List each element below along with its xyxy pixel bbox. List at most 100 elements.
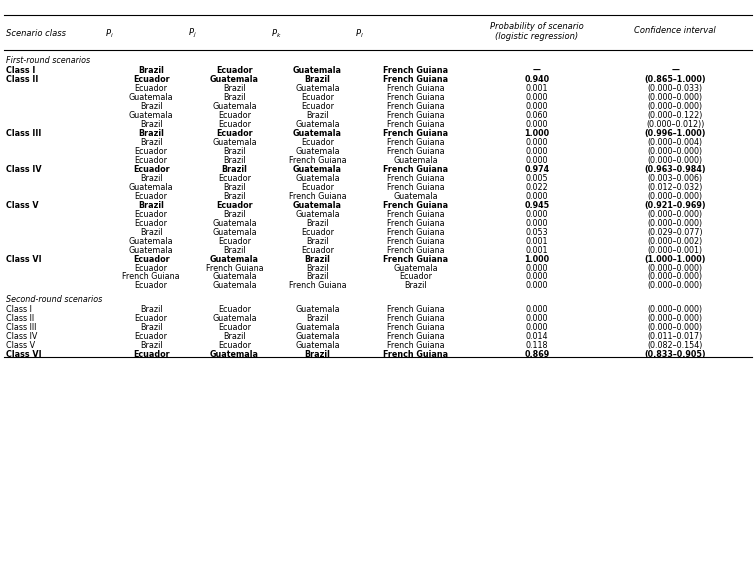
Text: French Guiana: French Guiana bbox=[387, 93, 445, 102]
Text: Ecuador: Ecuador bbox=[135, 192, 168, 201]
Text: (0.000–0.000): (0.000–0.000) bbox=[648, 210, 702, 219]
Text: Class II: Class II bbox=[6, 314, 34, 323]
Text: 0.060: 0.060 bbox=[525, 111, 548, 120]
Text: (0.996–1.000): (0.996–1.000) bbox=[644, 129, 706, 138]
Text: 0.000: 0.000 bbox=[525, 263, 548, 272]
Text: Guatemala: Guatemala bbox=[295, 84, 340, 93]
Text: 0.001: 0.001 bbox=[525, 246, 548, 255]
Text: Guatemala: Guatemala bbox=[293, 129, 342, 138]
Text: 1.000: 1.000 bbox=[524, 129, 550, 138]
Text: Brazil: Brazil bbox=[138, 129, 164, 138]
Text: French Guiana: French Guiana bbox=[383, 129, 448, 138]
Text: Brazil: Brazil bbox=[305, 350, 330, 359]
Text: Guatemala: Guatemala bbox=[212, 228, 257, 236]
Text: Brazil: Brazil bbox=[140, 138, 163, 147]
Text: French Guiana: French Guiana bbox=[387, 102, 445, 111]
Text: Brazil: Brazil bbox=[306, 272, 329, 282]
Text: 0.000: 0.000 bbox=[525, 147, 548, 156]
Text: French Guiana: French Guiana bbox=[387, 228, 445, 236]
Text: Brazil: Brazil bbox=[306, 111, 329, 120]
Text: Ecuador: Ecuador bbox=[216, 201, 253, 210]
Text: Ecuador: Ecuador bbox=[218, 236, 251, 246]
Text: 0.000: 0.000 bbox=[525, 156, 548, 165]
Text: (0.000–0.000): (0.000–0.000) bbox=[648, 305, 702, 314]
Text: Ecuador: Ecuador bbox=[135, 84, 168, 93]
Text: $P_l$: $P_l$ bbox=[355, 27, 364, 40]
Text: 0.001: 0.001 bbox=[525, 84, 548, 93]
Text: (0.000–0.033): (0.000–0.033) bbox=[648, 84, 702, 93]
Text: Class IV: Class IV bbox=[6, 165, 42, 174]
Text: Guatemala: Guatemala bbox=[295, 341, 340, 350]
Text: Ecuador: Ecuador bbox=[301, 102, 334, 111]
Text: Guatemala: Guatemala bbox=[129, 93, 174, 102]
Text: Brazil: Brazil bbox=[140, 174, 163, 183]
Text: Guatemala: Guatemala bbox=[393, 156, 438, 165]
Text: Guatemala: Guatemala bbox=[295, 332, 340, 341]
Text: 0.000: 0.000 bbox=[525, 219, 548, 228]
Text: 0.000: 0.000 bbox=[525, 192, 548, 201]
Text: French Guiana: French Guiana bbox=[387, 174, 445, 183]
Text: 0.940: 0.940 bbox=[524, 75, 550, 84]
Text: Guatemala: Guatemala bbox=[212, 219, 257, 228]
Text: Class I: Class I bbox=[6, 66, 36, 75]
Text: Guatemala: Guatemala bbox=[129, 236, 174, 246]
Text: 0.053: 0.053 bbox=[525, 228, 548, 236]
Text: Brazil: Brazil bbox=[306, 236, 329, 246]
Text: 0.022: 0.022 bbox=[525, 183, 548, 192]
Text: Second-round scenarios: Second-round scenarios bbox=[6, 295, 102, 304]
Text: (0.000–0.000): (0.000–0.000) bbox=[648, 192, 702, 201]
Text: French Guiana: French Guiana bbox=[387, 120, 445, 129]
Text: 0.974: 0.974 bbox=[524, 165, 550, 174]
Text: Ecuador: Ecuador bbox=[133, 75, 169, 84]
Text: French Guiana: French Guiana bbox=[289, 156, 346, 165]
Text: 0.118: 0.118 bbox=[525, 341, 548, 350]
Text: Guatemala: Guatemala bbox=[393, 263, 438, 272]
Text: French Guiana: French Guiana bbox=[383, 350, 448, 359]
Text: French Guiana: French Guiana bbox=[387, 236, 445, 246]
Text: Class III: Class III bbox=[6, 323, 36, 332]
Text: French Guiana: French Guiana bbox=[387, 332, 445, 341]
Text: Ecuador: Ecuador bbox=[218, 120, 251, 129]
Text: Ecuador: Ecuador bbox=[133, 165, 169, 174]
Text: French Guiana: French Guiana bbox=[387, 246, 445, 255]
Text: French Guiana: French Guiana bbox=[387, 305, 445, 314]
Text: Brazil: Brazil bbox=[223, 183, 246, 192]
Text: Brazil: Brazil bbox=[223, 210, 246, 219]
Text: Scenario class: Scenario class bbox=[6, 29, 66, 38]
Text: Guatemala: Guatemala bbox=[295, 120, 340, 129]
Text: (0.000–0.000): (0.000–0.000) bbox=[648, 263, 702, 272]
Text: French Guiana: French Guiana bbox=[387, 183, 445, 192]
Text: 0.000: 0.000 bbox=[525, 282, 548, 290]
Text: 0.000: 0.000 bbox=[525, 210, 548, 219]
Text: Brazil: Brazil bbox=[223, 84, 246, 93]
Text: Ecuador: Ecuador bbox=[218, 323, 251, 332]
Text: Ecuador: Ecuador bbox=[301, 183, 334, 192]
Text: Brazil: Brazil bbox=[140, 323, 163, 332]
Text: 0.001: 0.001 bbox=[525, 236, 548, 246]
Text: Guatemala: Guatemala bbox=[295, 210, 340, 219]
Text: French Guiana: French Guiana bbox=[383, 165, 448, 174]
Text: Brazil: Brazil bbox=[305, 75, 330, 84]
Text: Guatemala: Guatemala bbox=[393, 192, 438, 201]
Text: 0.005: 0.005 bbox=[525, 174, 548, 183]
Text: Brazil: Brazil bbox=[223, 246, 246, 255]
Text: Ecuador: Ecuador bbox=[399, 272, 432, 282]
Text: 0.000: 0.000 bbox=[525, 323, 548, 332]
Text: French Guiana: French Guiana bbox=[387, 84, 445, 93]
Text: Ecuador: Ecuador bbox=[301, 93, 334, 102]
Text: Ecuador: Ecuador bbox=[301, 246, 334, 255]
Text: Guatemala: Guatemala bbox=[293, 165, 342, 174]
Text: (0.000–0.000): (0.000–0.000) bbox=[648, 156, 702, 165]
Text: French Guiana: French Guiana bbox=[387, 323, 445, 332]
Text: (0.000–0.000): (0.000–0.000) bbox=[648, 93, 702, 102]
Text: First-round scenarios: First-round scenarios bbox=[6, 56, 90, 65]
Text: 0.945: 0.945 bbox=[524, 201, 550, 210]
Text: (0.000–0.000): (0.000–0.000) bbox=[648, 102, 702, 111]
Text: French Guiana: French Guiana bbox=[383, 66, 448, 75]
Text: (0.000–0.000): (0.000–0.000) bbox=[648, 219, 702, 228]
Text: Brazil: Brazil bbox=[223, 192, 246, 201]
Text: French Guiana: French Guiana bbox=[387, 341, 445, 350]
Text: Guatemala: Guatemala bbox=[295, 305, 340, 314]
Text: 0.000: 0.000 bbox=[525, 314, 548, 323]
Text: Guatemala: Guatemala bbox=[212, 314, 257, 323]
